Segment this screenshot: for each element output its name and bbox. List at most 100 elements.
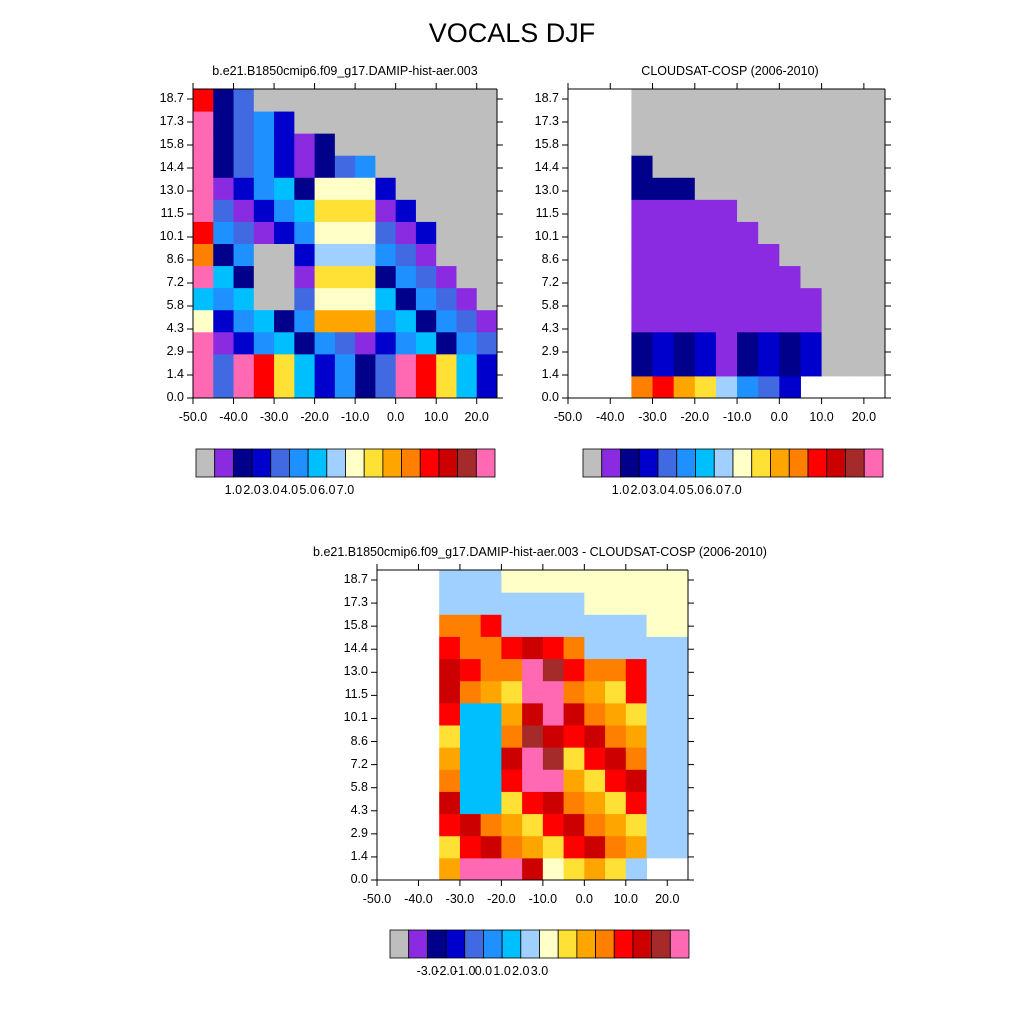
heatmap-cell: [395, 133, 417, 156]
heatmap-cell: [646, 658, 668, 682]
heatmap-cell: [758, 199, 780, 222]
heatmap-cell: [584, 857, 606, 881]
heatmap-cell: [625, 835, 648, 859]
x-tick-label: 20.0: [655, 892, 680, 906]
heatmap-cell: [715, 265, 738, 289]
colorbar-swatch: [475, 448, 496, 478]
heatmap-cell: [625, 636, 648, 660]
heatmap-cell: [842, 287, 865, 311]
heatmap-cell: [213, 287, 235, 311]
heatmap-cell: [439, 725, 461, 748]
heatmap-cell: [631, 199, 654, 222]
heatmap-cell: [758, 155, 780, 178]
heatmap-cell: [294, 265, 316, 289]
heatmap-cell: [563, 813, 585, 837]
heatmap-cell: [294, 243, 316, 267]
heatmap-cell: [334, 221, 356, 244]
x-tick-label: -20.0: [680, 410, 710, 424]
y-tick-label: 4.3: [541, 321, 559, 335]
heatmap-cell: [646, 636, 668, 660]
heatmap-cell: [456, 375, 478, 399]
y-tick-label: 1.4: [541, 367, 559, 381]
heatmap-cell: [758, 177, 780, 200]
heatmap-cell: [758, 133, 780, 156]
y-tick-label: 17.3: [534, 114, 559, 128]
heatmap-cell: [667, 769, 689, 792]
y-tick-label: 5.8: [166, 298, 184, 312]
y-tick-label: 4.3: [350, 802, 368, 817]
colorbar-swatch: [620, 448, 640, 478]
heatmap-cell: [673, 111, 696, 134]
y-tick-label: 15.8: [343, 618, 368, 633]
heatmap-cell: [563, 570, 585, 593]
heatmap-cell: [522, 835, 544, 859]
heatmap-cell: [439, 702, 461, 726]
colorbar-swatch: [483, 929, 503, 959]
heatmap-cell: [415, 375, 437, 399]
colorbar-swatch: [807, 448, 828, 478]
heatmap-cell: [459, 769, 482, 792]
y-tick-label: 2.9: [541, 344, 559, 358]
heatmap-cell: [758, 287, 780, 311]
heatmap-cell: [625, 702, 648, 726]
heatmap-cell: [605, 570, 627, 593]
heatmap-cell: [584, 680, 606, 704]
colorbar-swatch: [576, 929, 596, 959]
heatmap-cell: [863, 309, 886, 333]
heatmap-cell: [542, 614, 565, 637]
heatmap-cell: [694, 309, 717, 333]
colorbar-label: 2.0: [512, 964, 530, 978]
heatmap-cell: [274, 243, 295, 267]
heatmap-cell: [673, 221, 696, 244]
x-tick-label: -30.0: [445, 892, 475, 906]
y-tick-label: 5.8: [350, 779, 368, 794]
y-tick-label: 17.3: [343, 595, 368, 610]
y-tick-label: 17.3: [159, 114, 184, 128]
colorbar-swatch: [501, 929, 522, 959]
heatmap-cell: [193, 111, 214, 134]
heatmap-cell: [253, 199, 275, 222]
y-tick-label: 7.2: [350, 756, 368, 771]
heatmap-cell: [415, 155, 437, 178]
heatmap-cell: [334, 243, 356, 267]
x-tick-label: 0.0: [386, 410, 405, 424]
heatmap-cell: [334, 89, 356, 112]
y-tick-label: 11.5: [535, 206, 559, 220]
heatmap-cell: [584, 570, 606, 593]
heatmap-cell: [294, 309, 316, 333]
heatmap-cell: [646, 570, 668, 593]
heatmap-cell: [863, 133, 886, 156]
heatmap-cell: [842, 353, 865, 377]
heatmap-cell: [584, 592, 606, 615]
heatmap-cell: [233, 265, 255, 289]
heatmap-cell: [314, 375, 336, 399]
heatmap-cell: [459, 747, 482, 770]
heatmap-cell: [605, 747, 627, 770]
heatmap-cell: [821, 221, 844, 244]
heatmap-cell: [459, 702, 482, 726]
heatmap-cell: [625, 614, 648, 637]
y-tick-label: 10.1: [343, 710, 368, 725]
heatmap-cell: [334, 199, 356, 222]
heatmap-cell: [646, 680, 668, 704]
heatmap-cell: [395, 89, 417, 112]
heatmap-cell: [652, 133, 675, 156]
heatmap-cell: [625, 857, 648, 881]
heatmap-cell: [863, 265, 886, 289]
heatmap-cell: [439, 570, 461, 593]
heatmap-cell: [715, 353, 738, 377]
heatmap-cell: [480, 747, 502, 770]
heatmap-cell: [193, 265, 214, 289]
x-tick-label: -30.0: [638, 410, 667, 424]
heatmap-cell: [694, 133, 717, 156]
heatmap-cell: [476, 177, 498, 200]
heatmap-cell: [863, 243, 886, 267]
heatmap-cell: [274, 265, 295, 289]
heatmap-cell: [334, 309, 356, 333]
heatmap-cell: [480, 614, 502, 637]
heatmap-cell: [253, 287, 275, 311]
heatmap-cell: [395, 221, 417, 244]
heatmap-cell: [667, 813, 689, 837]
colorbar-swatch: [401, 448, 421, 478]
